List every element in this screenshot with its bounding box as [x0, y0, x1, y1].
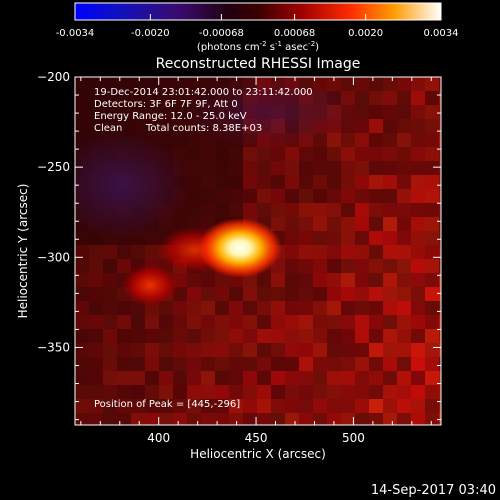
annotation-detectors: Detectors: 3F 6F 7F 9F, Att 0 [94, 99, 238, 110]
x-tick-label: 400 [147, 431, 170, 445]
colorbar-tick-label: -0.0034 [56, 28, 95, 39]
colorbar-units: (photons cm-2 s-1 asec-2) [197, 40, 319, 53]
footer-timestamp: 14-Sep-2017 03:40 [371, 483, 496, 498]
x-axis-label: Heliocentric X (arcsec) [190, 447, 326, 461]
annotation-algorithm: Clean [94, 123, 122, 134]
x-tick-label: 450 [245, 431, 268, 445]
y-tick-label: −200 [37, 70, 70, 84]
y-tick-label: −300 [37, 250, 70, 264]
y-axis-label: Heliocentric Y (arcsec) [16, 184, 30, 319]
annotation-energy-range: Energy Range: 12.0 - 25.0 keV [94, 111, 247, 122]
chart-title: Reconstructed RHESSI Image [156, 56, 361, 72]
colorbar-tick-label: -0.0020 [131, 28, 170, 39]
y-tick-label: −350 [37, 340, 70, 354]
plot-frame [74, 76, 442, 426]
y-tick-label: −250 [37, 160, 70, 174]
colorbar-ticks [74, 14, 442, 20]
x-tick-label: 500 [342, 431, 365, 445]
colorbar-tick-label: 0.0020 [348, 28, 383, 39]
annotation-peak-position: Position of Peak = [445,-296] [94, 399, 240, 410]
annotation-time-range: 19-Dec-2014 23:01:42.000 to 23:11:42.000 [94, 87, 313, 98]
peak-source [198, 218, 282, 278]
heatmap-image [75, 77, 441, 425]
axis-ticks [75, 76, 441, 425]
colorbar-tick-label: -0.00068 [199, 28, 244, 39]
colorbar [74, 2, 442, 21]
colorbar-tick-label: 0.00068 [274, 28, 315, 39]
annotation-total-counts: Total counts: 8.38E+03 [145, 123, 262, 134]
colorbar-tick-label: 0.0034 [424, 28, 459, 39]
